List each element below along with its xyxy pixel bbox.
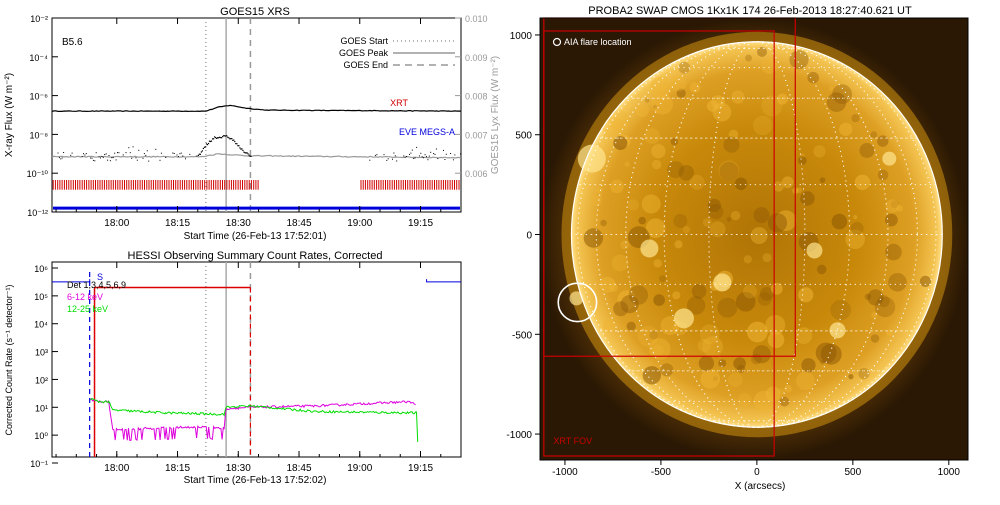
hessi-series-0 [91,399,416,441]
legend-12-25-kev: 12-25 keV [67,304,108,314]
hessi-ylabel: Corrected Count Rate (s⁻¹ detector⁻¹) [4,284,14,435]
goes-x-tick-label: 18:15 [165,218,190,229]
goes-y-tick-label: 10⁻² [30,14,48,24]
eve-label: EVE MEGS-A [399,127,455,137]
hessi-series-2 [427,279,461,282]
swap-x-tick-label: 500 [844,467,861,478]
hessi-panel: HESSI Observing Summary Count Rates, Cor… [4,250,461,486]
goes-y-tick-label: 10⁻⁴ [29,53,48,63]
goes-x-tick-label: 18:30 [226,218,251,229]
hessi-x-ticks: 18:00 18:15 18:30 18:45 19:00 19:15 [56,262,441,474]
hessi-y-tick-label: 10² [35,375,48,385]
goes-y2-tick-label: 0.007 [465,130,488,140]
hessi-x-tick-label: 18:00 [104,463,129,474]
hessi-y-tick-label: 10¹ [35,403,48,413]
hessi-series-1 [91,399,418,442]
goes-y2-tick-label: 0.008 [465,92,488,102]
goes-y-tick-label: 10⁻⁸ [29,130,48,140]
goes-flare-class: B5.6 [62,37,83,48]
goes-y-tick-label: 10⁻¹² [27,208,48,218]
hessi-x-tick-label: 19:15 [408,463,433,474]
swap-image: XRT FOV AIA flare location [540,18,968,460]
swap-xlabel: X (arcsecs) [735,481,786,492]
goes-legend: GOES Start GOES Peak GOES End [339,36,455,70]
swap-x-tick-label: -500 [651,467,671,478]
goes-title: GOES15 XRS [220,6,290,18]
hessi-attenuator-state [95,288,251,458]
goes-y2-ticks: 0.010 0.009 0.008 0.007 0.006 [455,14,488,179]
swap-title: PROBA2 SWAP CMOS 1Kx1K 174 26-Feb-2013 1… [588,5,912,17]
hessi-y-tick-label: 10⁰ [34,431,48,441]
hessi-xlabel: Start Time (26-Feb-13 17:52:02) [184,475,327,486]
swap-x-tick-label: -1000 [552,467,578,478]
hessi-title: HESSI Observing Summary Count Rates, Cor… [128,250,383,262]
goes-y-tick-label: 10⁻⁶ [30,92,49,102]
hessi-x-tick-label: 19:00 [347,463,372,474]
xrt-fov-label: XRT FOV [553,436,592,446]
goes-xlabel: Start Time (26-Feb-13 17:52:01) [184,231,327,242]
swap-x-tick-label: 0 [754,467,760,478]
swap-y-tick-label: 0 [526,231,532,242]
goes-series [52,105,461,208]
goes-x-tick-label: 18:45 [287,218,312,229]
swap-y-tick-label: 500 [515,131,532,142]
hessi-y-tick-label: 10⁶ [34,264,48,274]
hessi-x-tick-label: 18:45 [287,463,312,474]
hessi-frame [52,262,461,457]
hessi-series [52,272,461,457]
hessi-attenuator-marker: S [97,272,103,282]
legend-goes-peak-label: GOES Peak [339,48,389,58]
hessi-x-tick-label: 18:30 [226,463,251,474]
hessi-y-tick-label: 10⁵ [34,292,48,302]
swap-y-tick-label: -500 [512,330,532,341]
goes-x-tick-label: 19:00 [347,218,372,229]
legend-goes-end-label: GOES End [343,60,388,70]
hessi-x-tick-label: 18:15 [165,463,190,474]
xrt-label: XRT [390,98,408,108]
swap-y-tick-label: -1000 [506,430,532,441]
swap-x-tick-label: 1000 [938,467,961,478]
hessi-legend: Det 1,3,4,5,6,9 S 6-12 keV 12-25 keV [67,272,126,314]
goes-x-tick-label: 18:00 [104,218,129,229]
hessi-y-tick-label: 10³ [35,348,48,358]
goes-y2-tick-label: 0.006 [465,169,488,179]
goes-y-tick-label: 10⁻¹⁰ [27,169,49,179]
hessi-y-tick-label: 10⁴ [34,320,48,330]
goes-plot-area: 18:00 18:15 18:30 18:45 19:00 19:15 10⁻² 10⁻⁴ 1… [27,14,488,229]
hessi-y-tick-label: 10⁻¹ [30,459,48,469]
goes-y2-tick-label: 0.010 [465,14,488,24]
goes-y2-tick-label: 0.009 [465,53,488,63]
xrt-coverage [53,180,459,190]
goes-panel: GOES15 XRS 18:00 18:15 18:30 18:45 19:00 19:1… [4,6,501,242]
legend-6-12-kev: 6-12 keV [67,292,103,302]
goes-x-tick-label: 19:15 [408,218,433,229]
swap-y-tick-label: 1000 [510,31,533,42]
goes-ylabel: X-ray Flux (W m⁻²) [4,73,15,157]
legend-goes-start-label: GOES Start [340,36,388,46]
aia-legend-label: AIA flare location [564,37,632,47]
goes-ylabel2: GOES15 Lyx Flux (W m⁻²) [490,56,501,174]
swap-panel: PROBA2 SWAP CMOS 1Kx1K 174 26-Feb-2013 1… [506,5,968,492]
hessi-y-ticks: 10⁶ 10⁵ 10⁴ 10³ 10² 10¹ 10⁰ 10⁻¹ [30,264,58,469]
goes-event-lines [206,18,251,212]
hessi-event-lines [206,262,251,457]
